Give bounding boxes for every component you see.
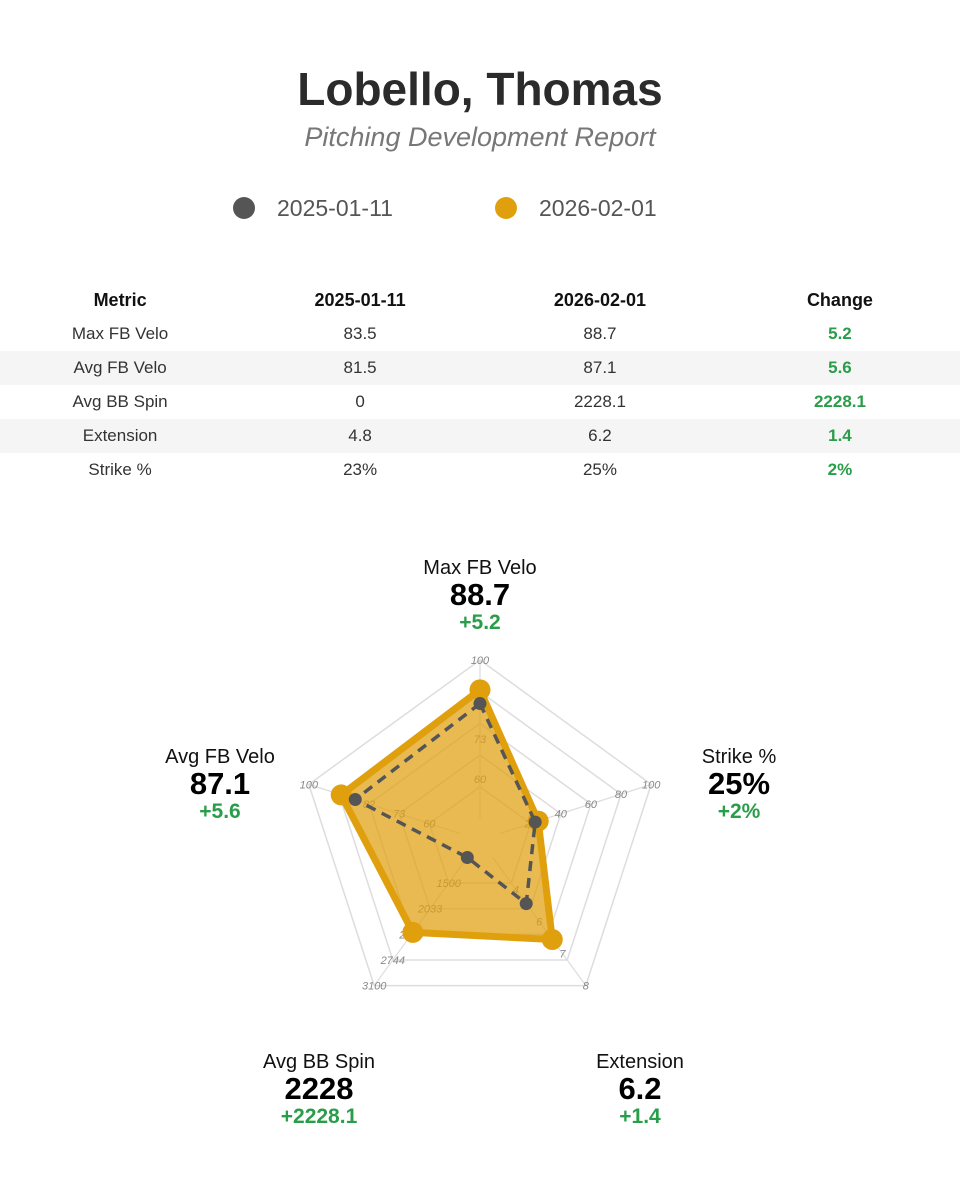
metric-cell: Strike % (88, 460, 152, 479)
table-row: Extension 4.8 6.2 1.4 (0, 419, 960, 453)
axis-label-avg-fb-velo: Avg FB Velo 87.1 +5.6 (100, 746, 340, 824)
axis-name: Strike % (701, 746, 777, 768)
current-cell: 87.1 (480, 351, 720, 385)
previous-cell: 23% (343, 460, 378, 479)
tick-label: 100 (471, 655, 490, 667)
axis-value: 87.1 (189, 766, 251, 801)
table-row: Avg BB Spin 0 2228.1 2228.1 (0, 385, 960, 419)
column-header: Change (806, 289, 873, 310)
metrics-table: Metric 2025-01-11 2026-02-01 Change Max … (0, 283, 960, 487)
table-header-row: Metric 2025-01-11 2026-02-01 Change (0, 283, 960, 317)
legend-item-current: 2026-02-01 (495, 192, 657, 224)
previous-cell: 0 (355, 392, 365, 411)
report-title: Lobello, Thomas (297, 63, 663, 115)
axis-name: Max FB Velo (423, 557, 537, 579)
table-row: Strike % 23% 25% 2% (0, 453, 960, 487)
tick-label: 60 (585, 799, 598, 811)
current-cell: 25% (582, 460, 617, 479)
change-cell: 5.2 (828, 324, 852, 343)
change-cell: 2% (827, 460, 853, 479)
legend-dot-icon (233, 197, 255, 219)
current-cell: 88.7 (583, 324, 617, 343)
axis-change: +2228.1 (280, 1105, 358, 1128)
axis-label-extension: Extension 6.2 +1.4 (520, 1051, 760, 1129)
metric-cell: Avg BB Spin (72, 392, 168, 411)
tick-label: 80 (615, 789, 628, 801)
previous-cell: 81.5 (240, 351, 480, 385)
change-cell: 2228.1 (813, 392, 866, 411)
grid-ring (307, 659, 653, 987)
tick-label: 7 (559, 949, 566, 961)
column-header: 2025-01-11 (314, 289, 406, 310)
series-current-point (402, 921, 424, 943)
tick-label: 3100 (362, 981, 387, 993)
axis-name: Avg FB Velo (165, 746, 275, 768)
series-previous-point (519, 897, 533, 911)
change-cell: 1.4 (719, 419, 960, 453)
tick-label: 8 (583, 981, 590, 993)
tick-label: 100 (642, 779, 661, 791)
series-previous-point (528, 815, 542, 829)
legend-label: 2026-02-01 (539, 194, 657, 221)
column-header: 2026-02-01 (553, 289, 646, 310)
axis-value: 88.7 (449, 577, 511, 612)
legend-dot-icon (495, 197, 517, 219)
metric-cell: Avg FB Velo (0, 351, 241, 385)
current-cell: 2228.1 (573, 392, 626, 411)
axis-name: Avg BB Spin (263, 1051, 375, 1073)
series-current-point (330, 784, 352, 806)
series-previous-line (353, 701, 537, 906)
axis-change: +2% (717, 800, 761, 823)
axis-change: +1.4 (619, 1105, 661, 1128)
axis-label-strike-pct: Strike % 25% +2% (619, 746, 859, 824)
metric-cell: Extension (0, 419, 241, 453)
axis-change: +5.2 (459, 611, 501, 634)
table-row: Max FB Velo 83.5 88.7 5.2 (0, 317, 960, 351)
axis-label-max-fb-velo: Max FB Velo 88.7 +5.2 (360, 557, 600, 635)
series-current-point (469, 679, 491, 701)
table-row: Avg FB Velo 81.5 87.1 5.6 (0, 351, 960, 385)
tick-label: 100 (300, 779, 319, 791)
axis-change: +5.6 (199, 800, 241, 823)
legend-label: 2025-01-11 (277, 194, 393, 221)
tick-label: 40 (555, 809, 568, 821)
tick-label: 2744 (380, 955, 405, 967)
series-previous-point (473, 697, 487, 711)
series-current-point (541, 928, 563, 950)
series-previous-point (460, 850, 474, 864)
current-cell: 6.2 (480, 419, 720, 453)
axis-name: Extension (596, 1051, 684, 1073)
previous-cell: 4.8 (240, 419, 480, 453)
axis-value: 2228 (284, 1071, 354, 1106)
axis-value: 25% (707, 766, 771, 801)
series-current-area (337, 686, 556, 943)
previous-cell: 83.5 (343, 324, 377, 343)
axis-value: 6.2 (618, 1071, 662, 1106)
column-header: Metric (93, 289, 147, 310)
axis-label-avg-bb-spin: Avg BB Spin 2228 +2228.1 (199, 1051, 439, 1129)
metric-cell: Max FB Velo (71, 324, 169, 343)
change-cell: 5.6 (719, 351, 960, 385)
report-subtitle: Pitching Development Report (304, 122, 656, 152)
series-previous-point (348, 792, 362, 806)
legend-item-previous: 2025-01-11 (233, 192, 393, 224)
